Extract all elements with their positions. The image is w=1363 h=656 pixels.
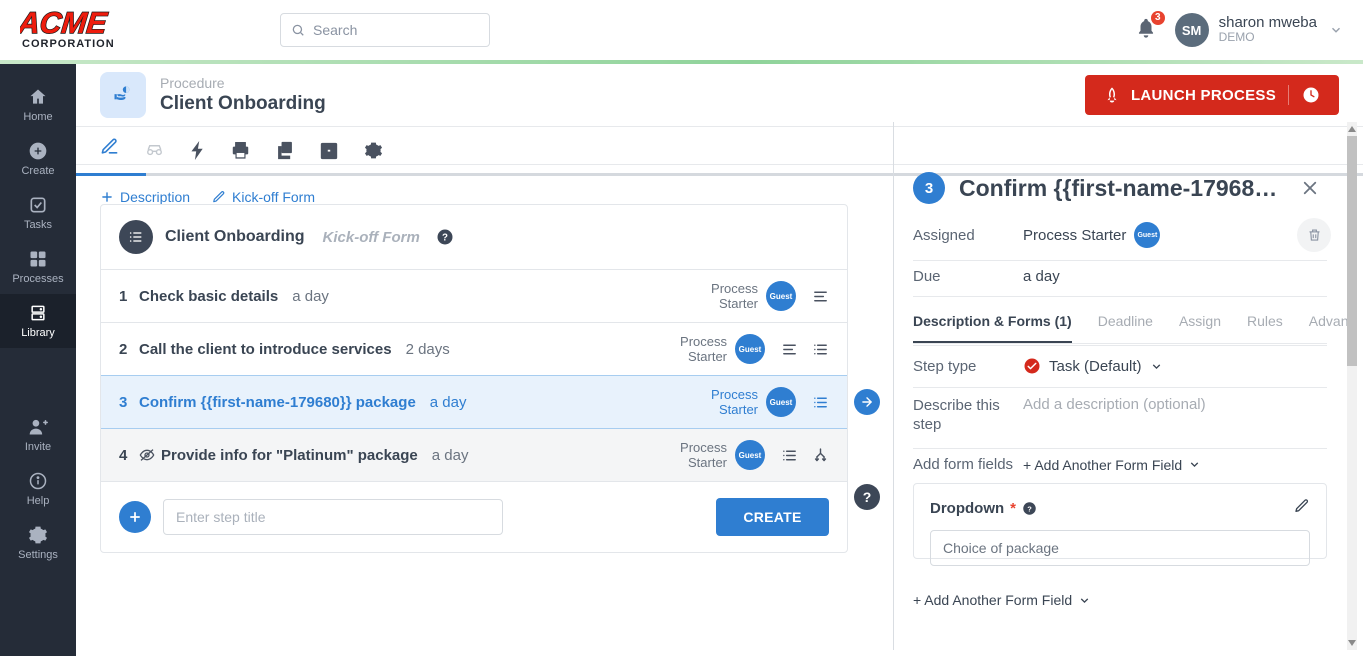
svg-text:?: ?	[442, 232, 448, 243]
svg-text:ACME: ACME	[20, 7, 109, 40]
svg-text:?: ?	[1027, 504, 1032, 513]
svg-text:CORPORATION: CORPORATION	[22, 38, 115, 50]
